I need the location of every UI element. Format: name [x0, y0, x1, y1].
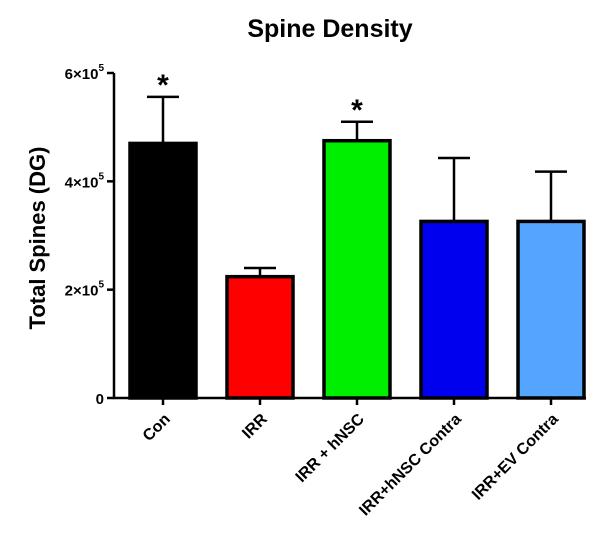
significance-marker: * [157, 69, 169, 102]
x-tick-label: IRR [239, 410, 271, 442]
x-tick-label: IRR+EV Contra [469, 411, 562, 504]
bar [128, 141, 198, 400]
y-tick-label: 4×105 [65, 171, 105, 191]
significance-marker: * [351, 94, 363, 127]
y-tick-label: 6×105 [65, 63, 105, 83]
y-tick-label: 0 [96, 391, 104, 408]
y-axis-label: Total Spines (DG) [25, 147, 50, 330]
chart-title: Spine Density [247, 15, 412, 43]
y-tick-label: 2×105 [65, 280, 105, 300]
bars-layer: ** [128, 69, 586, 400]
bar [322, 138, 392, 400]
x-tick-label: IRR+hNSC Contra [356, 411, 465, 520]
bar [516, 219, 586, 400]
bar [225, 274, 295, 400]
x-tick-label: IRR + hNSC [293, 410, 369, 486]
bar [419, 219, 489, 400]
x-tick-label: Con [140, 411, 174, 445]
